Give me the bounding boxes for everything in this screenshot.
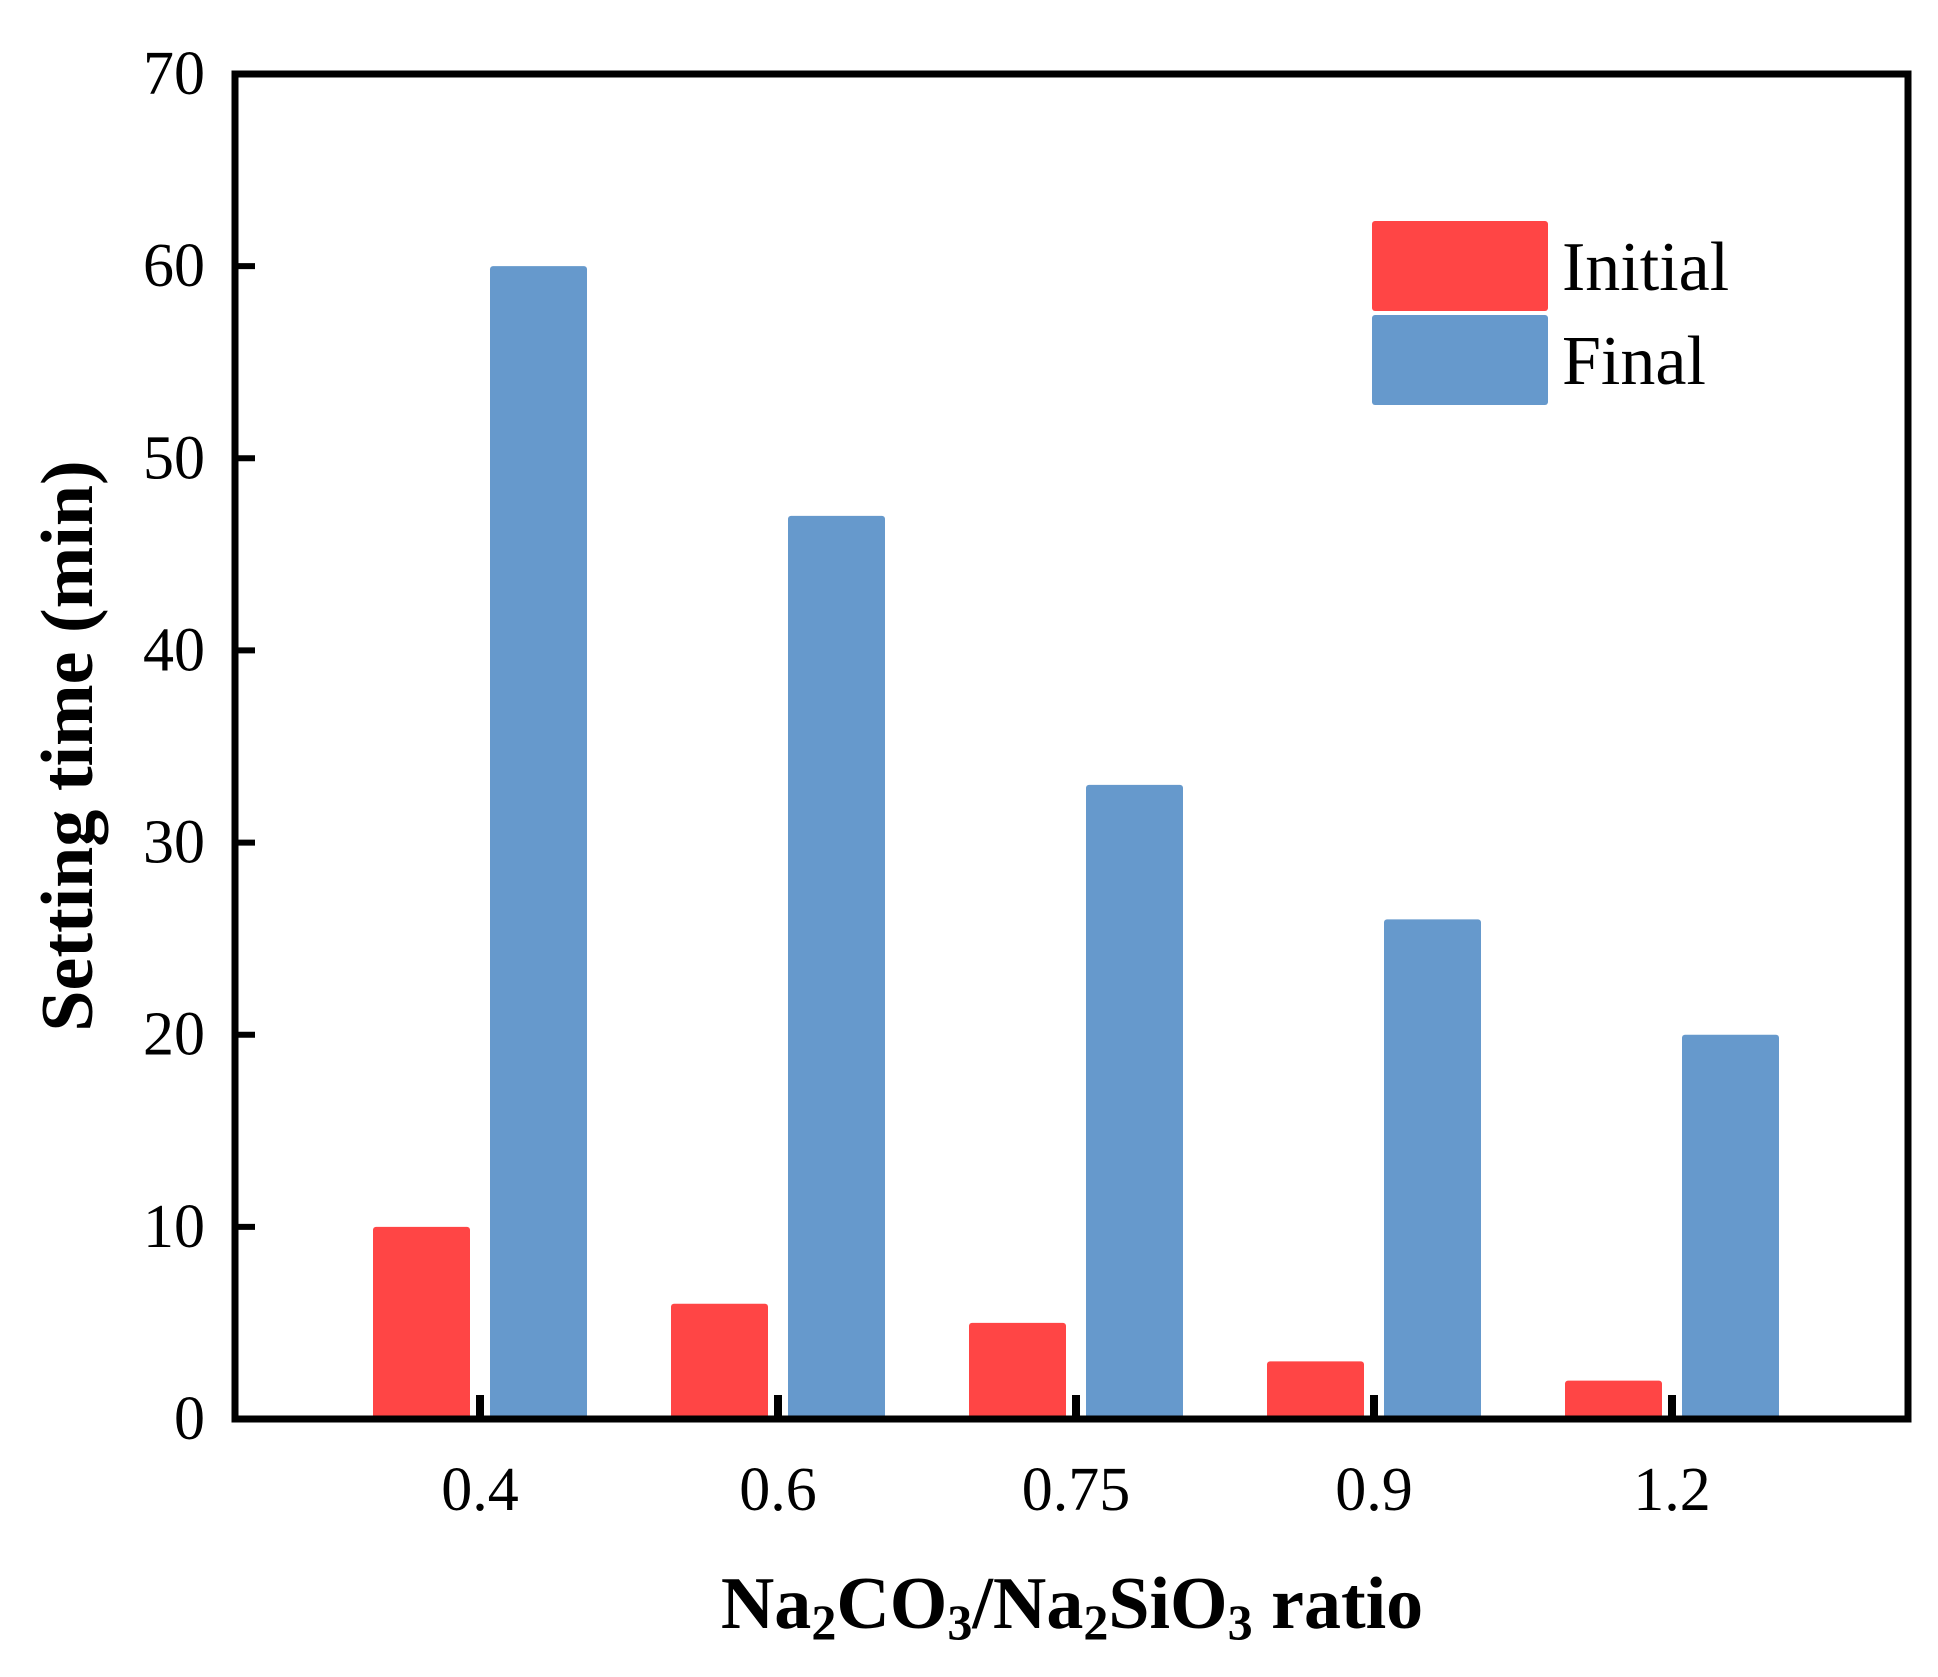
legend-label-initial: Initial	[1562, 229, 1729, 306]
plot-frame	[231, 70, 1912, 1423]
y-tick-label-20: 20	[143, 1001, 205, 1069]
legend-label-final: Final	[1562, 323, 1706, 400]
bar-initial-0.6	[671, 1303, 768, 1419]
bar-final-1.2	[1682, 1034, 1779, 1419]
bar-initial-1.2	[1565, 1380, 1662, 1419]
x-tick-label-0.6: 0.6	[739, 1456, 817, 1524]
x-title-part: ratio	[1253, 1563, 1424, 1645]
y-tick-labels: 0 10 20 30 40 50 60 70	[143, 40, 205, 1453]
x-tick-label-0.4: 0.4	[441, 1456, 519, 1524]
x-title-part: 2	[811, 1594, 836, 1650]
bar-final-0.6	[788, 515, 885, 1419]
x-title-part: Na	[721, 1563, 811, 1645]
x-tick-labels: 0.4 0.6 0.75 0.9 1.2	[441, 1456, 1711, 1524]
x-title-part: SiO	[1108, 1563, 1227, 1645]
bar-final-0.4	[490, 266, 587, 1420]
bar-final-0.75	[1086, 784, 1183, 1419]
x-tick-label-0.75: 0.75	[1022, 1456, 1131, 1524]
y-axis-title: Setting time (min)	[27, 460, 109, 1031]
x-title-part: 3	[1228, 1594, 1253, 1650]
bar-final-0.9	[1384, 919, 1481, 1419]
legend: Initial Final	[1372, 221, 1729, 405]
x-axis-title: Na2CO3/Na2SiO3 ratio	[721, 1563, 1423, 1650]
x-title-part: 3	[947, 1594, 972, 1650]
x-tick-label-1.2: 1.2	[1633, 1456, 1711, 1524]
y-tick-label-50: 50	[143, 424, 205, 492]
y-tick-label-10: 10	[143, 1193, 205, 1261]
x-tick-label-0.9: 0.9	[1335, 1456, 1413, 1524]
legend-swatch-initial	[1372, 221, 1548, 311]
x-title-part: CO	[836, 1563, 947, 1645]
y-tick-label-30: 30	[143, 809, 205, 877]
y-tick-label-70: 70	[143, 40, 205, 108]
bar-initial-0.9	[1267, 1361, 1364, 1419]
y-tick-label-60: 60	[143, 232, 205, 300]
bar-initial-0.75	[969, 1322, 1066, 1419]
y-tick-label-0: 0	[174, 1385, 205, 1453]
x-title-part: 2	[1083, 1594, 1108, 1650]
y-tick-label-40: 40	[143, 616, 205, 684]
legend-swatch-final	[1372, 315, 1548, 405]
bar-initial-0.4	[373, 1226, 470, 1419]
bars-layer	[373, 266, 1779, 1420]
x-title-part: /Na	[971, 1563, 1083, 1645]
